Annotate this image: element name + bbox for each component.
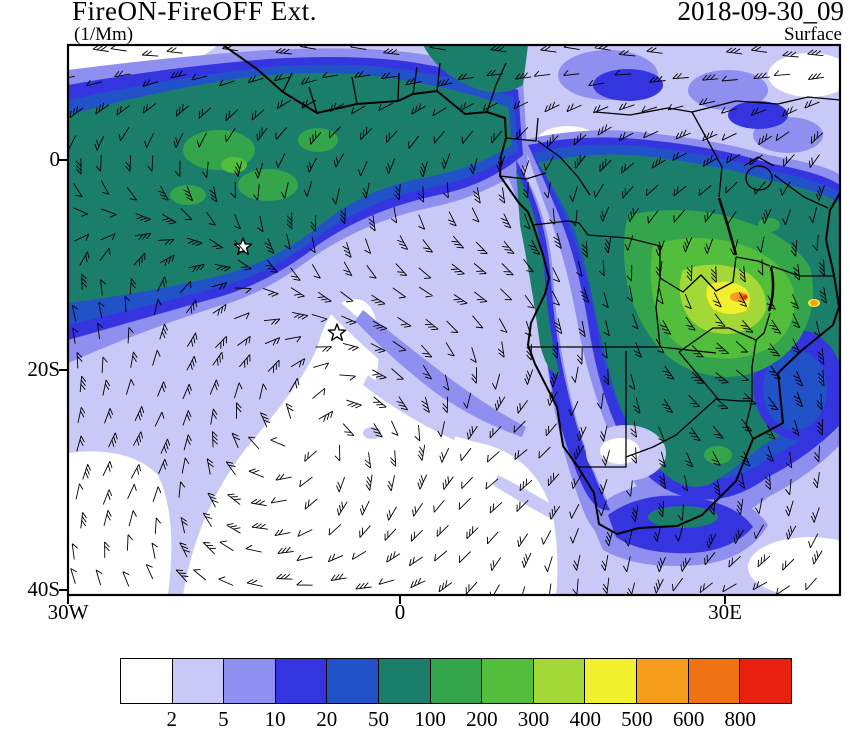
colorbar-cell xyxy=(636,658,689,704)
colorbar-level-label: 50 xyxy=(367,707,389,731)
y-axis-label-40s: 40S xyxy=(27,577,60,601)
colorbar-level-label: 400 xyxy=(569,707,601,731)
colorbar-cell xyxy=(584,658,638,704)
colorbar-level-label: 5 xyxy=(218,707,229,731)
colorbar-level-label: 10 xyxy=(264,707,286,731)
colorbar-level-label: 20 xyxy=(316,707,338,731)
y-axis-label-20s: 20S xyxy=(27,357,60,381)
star-marker xyxy=(327,323,347,341)
star-marker xyxy=(233,237,253,255)
colorbar-level-label: 100 xyxy=(414,707,446,731)
colorbar-cell xyxy=(326,658,380,704)
colorbar-cell xyxy=(739,658,792,704)
figure-units: (1/Mm) xyxy=(74,24,134,45)
colorbar-cell xyxy=(687,658,741,704)
colorbar-level-label: 600 xyxy=(672,707,705,731)
colorbar-cell xyxy=(120,658,173,704)
colorbar-cell xyxy=(274,658,328,704)
colorbar-cell xyxy=(223,658,276,704)
colorbar-level-label: 800 xyxy=(724,707,757,731)
axis-ticks xyxy=(59,159,726,604)
figure-level: Surface xyxy=(783,24,842,45)
figure-title: FireON-FireOFF Ext. xyxy=(72,0,317,26)
colorbar-level-label: 2 xyxy=(166,707,177,731)
wind-barbs xyxy=(68,45,827,595)
contour-fill xyxy=(68,45,840,595)
x-axis-label-0: 0 xyxy=(394,600,406,624)
x-axis-label-30e: 30E xyxy=(708,600,742,624)
colorbar-labels: 2 5 10 20 50 100 200 300 400 500 600 800 xyxy=(120,707,792,735)
y-axis-label-0: 0 xyxy=(49,147,61,171)
colorbar-cell xyxy=(171,658,225,704)
figure-datetime: 2018-09-30_09 xyxy=(677,0,844,26)
colorbar-cell xyxy=(378,658,431,704)
colorbar xyxy=(120,658,792,704)
colorbar-level-label: 300 xyxy=(517,707,550,731)
colorbar-cell xyxy=(532,658,586,704)
colorbar-cell xyxy=(481,658,534,704)
colorbar-level-label: 500 xyxy=(621,707,653,731)
x-axis-label-30w: 30W xyxy=(47,600,89,624)
map-frame xyxy=(66,43,842,597)
colorbar-cell xyxy=(429,658,483,704)
country-borders xyxy=(282,62,840,468)
colorbar-level-label: 200 xyxy=(466,707,498,731)
